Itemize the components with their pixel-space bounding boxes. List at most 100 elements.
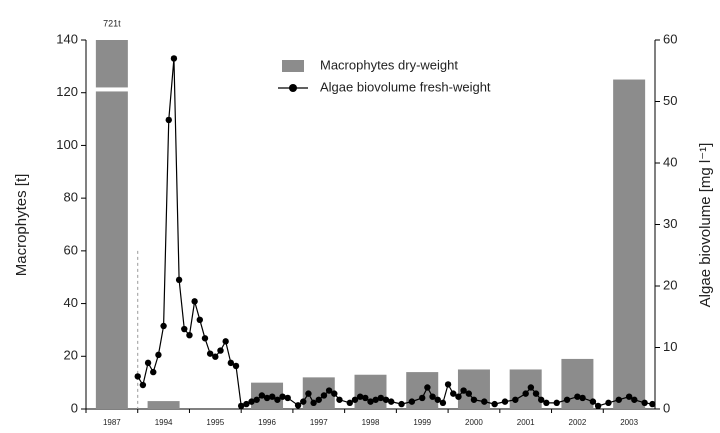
y-axis-label: Macrophytes [t]: [13, 174, 30, 277]
y2-tick-label: 10: [663, 339, 677, 354]
point: [460, 387, 467, 394]
point: [362, 394, 369, 402]
y2-tick-label: 50: [663, 93, 677, 108]
y2-tick-label: 60: [663, 31, 677, 46]
bar: [95, 40, 128, 409]
point: [284, 394, 291, 402]
point: [625, 393, 633, 400]
point: [424, 384, 431, 391]
point: [186, 332, 193, 339]
point: [543, 399, 550, 407]
bar-break: [93, 87, 130, 92]
point: [315, 396, 322, 403]
point: [501, 398, 509, 405]
point: [649, 400, 656, 408]
point: [455, 393, 462, 400]
point: [419, 394, 426, 402]
point: [356, 393, 364, 400]
point: [481, 398, 488, 405]
y2-tick-label: 30: [663, 216, 677, 231]
point: [269, 393, 276, 400]
point: [532, 390, 540, 397]
point: [512, 396, 519, 403]
point: [222, 338, 229, 345]
point: [201, 335, 209, 342]
y2-tick-label: 40: [663, 154, 677, 169]
point: [165, 116, 172, 124]
x-tick-label: 1987: [103, 418, 121, 427]
y-tick-label: 100: [56, 137, 78, 152]
y2-tick-label: 20: [663, 277, 677, 292]
point: [563, 396, 571, 403]
point: [527, 384, 535, 391]
point: [372, 396, 379, 403]
point: [150, 368, 157, 376]
x-tick-label: 1994: [155, 418, 173, 427]
x-tick-label: 1997: [310, 418, 328, 427]
x-tick-label: 1998: [362, 418, 380, 427]
point: [398, 400, 405, 408]
point: [408, 398, 416, 405]
point: [217, 347, 224, 354]
point: [336, 396, 343, 403]
point: [227, 359, 235, 367]
point: [631, 396, 638, 403]
y-tick-label: 140: [56, 31, 78, 46]
y-tick-label: 60: [64, 242, 78, 257]
point: [294, 402, 302, 409]
y-tick-label: 40: [64, 295, 78, 310]
point: [594, 402, 602, 410]
legend-swatch: [282, 60, 304, 72]
bar: [509, 369, 542, 409]
legend-label: Macrophytes dry-weight: [320, 57, 458, 72]
y-tick-label: 0: [71, 400, 78, 415]
point: [258, 392, 266, 399]
point: [305, 390, 312, 397]
bar: [147, 401, 180, 409]
point: [579, 394, 586, 402]
point: [206, 350, 214, 357]
point: [615, 396, 622, 403]
y-tick-label: 120: [56, 84, 78, 99]
point: [429, 393, 436, 400]
point: [605, 399, 612, 407]
y-tick-label: 80: [64, 190, 78, 205]
point: [243, 400, 250, 408]
point: [212, 353, 219, 360]
point: [325, 387, 333, 394]
point: [310, 399, 317, 407]
point: [263, 394, 271, 402]
bar: [613, 79, 646, 410]
point: [465, 390, 472, 397]
point: [160, 322, 167, 330]
point: [434, 396, 441, 403]
point: [470, 396, 478, 403]
point: [367, 398, 374, 405]
point: [181, 325, 188, 333]
point: [279, 393, 286, 400]
legend-label: Algae biovolume fresh-weight: [320, 79, 491, 94]
point: [387, 398, 395, 405]
point: [450, 390, 457, 397]
point: [237, 402, 245, 410]
point: [491, 400, 498, 408]
point: [134, 373, 141, 380]
point: [538, 396, 545, 403]
legend-marker: [289, 84, 297, 92]
point: [175, 276, 183, 284]
point: [144, 359, 152, 367]
point: [589, 398, 597, 405]
point: [522, 390, 529, 397]
x-tick-label: 1996: [258, 418, 276, 427]
point: [382, 396, 390, 403]
point: [346, 399, 354, 407]
point: [274, 396, 281, 403]
value-label: 721t: [103, 18, 121, 28]
point: [331, 390, 338, 397]
point: [553, 399, 560, 407]
point: [155, 351, 162, 359]
point: [232, 362, 240, 370]
point: [444, 381, 452, 388]
x-tick-label: 2003: [620, 418, 638, 427]
